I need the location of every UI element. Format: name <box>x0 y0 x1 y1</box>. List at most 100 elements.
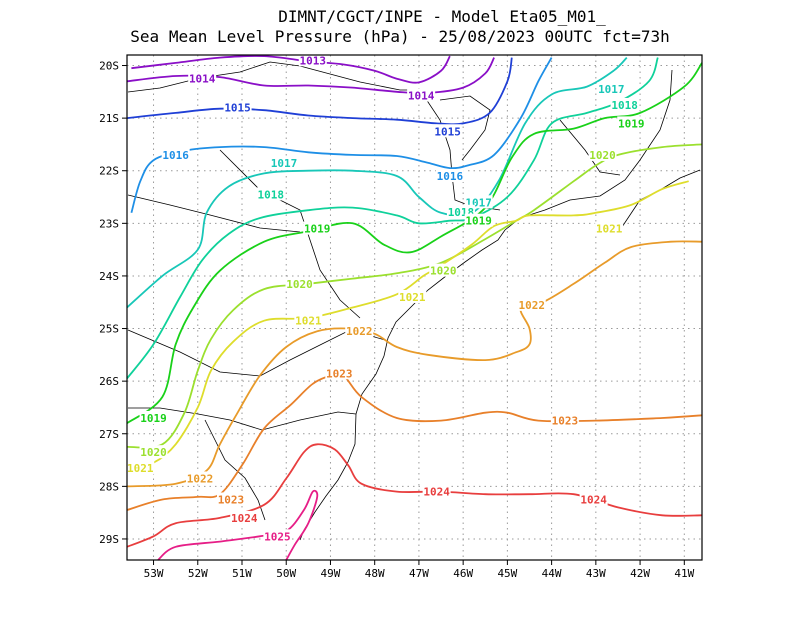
isobar-label-1019-2: 1019 <box>465 215 492 228</box>
x-tick-label-7: 46W <box>453 567 473 580</box>
isobar-label-bg-1020-3 <box>588 147 617 161</box>
isobar-label-1021-1: 1021 <box>295 315 322 328</box>
isobar-label-bg-1022-0 <box>185 471 214 485</box>
x-tick-label-0: 53W <box>144 567 164 580</box>
isobar-label-bg-1022-1 <box>345 324 374 338</box>
isobar-label-1016-1: 1016 <box>437 170 464 183</box>
isobar-1015 <box>126 57 513 126</box>
isobar-label-bg-1015-0 <box>223 100 252 114</box>
x-tick-label-11: 42W <box>630 567 650 580</box>
isobar-label-bg-1021-1 <box>294 313 323 327</box>
isobar-label-1014-1: 1014 <box>408 90 435 103</box>
isobar-1021 <box>126 180 689 469</box>
isobar-label-bg-1021-0 <box>126 460 155 474</box>
isobar-label-bg-1025-0 <box>263 529 292 543</box>
isobar-1024 <box>126 443 703 548</box>
isobar-label-layer: 1013101410141015101510161016101710171017… <box>126 53 646 543</box>
x-tick-label-3: 50W <box>276 567 296 580</box>
isobar-label-bg-1018-2 <box>610 97 639 111</box>
x-tick-label-9: 44W <box>542 567 562 580</box>
isobar-label-bg-1017-0 <box>270 155 299 169</box>
isobar-label-bg-1016-0 <box>161 147 190 161</box>
isobar-label-bg-1020-2 <box>429 263 458 277</box>
x-tick-label-4: 49W <box>321 567 341 580</box>
isobar-label-bg-1015-1 <box>433 124 462 138</box>
isobar-label-bg-1019-0 <box>139 410 168 424</box>
isobar-1018 <box>126 57 659 380</box>
x-tick-label-1: 52W <box>188 567 208 580</box>
y-tick-label-3: 23S <box>99 217 119 230</box>
isobar-1023 <box>126 373 703 511</box>
isobar-label-bg-1016-1 <box>435 168 464 182</box>
isobar-label-1015-0: 1015 <box>224 102 251 115</box>
x-tick-label-8: 45W <box>497 567 517 580</box>
y-axis-ticks: 20S 21S 22S 23S 24S 25S 26S 27S 28S 29S <box>99 60 127 546</box>
y-tick-label-4: 24S <box>99 270 119 283</box>
isobar-label-bg-1020-0 <box>139 445 168 459</box>
isobar-label-bg-1013-0 <box>298 53 327 67</box>
isobar-label-1023-0: 1023 <box>218 494 245 507</box>
isobar-label-1015-1: 1015 <box>434 125 461 138</box>
y-tick-label-7: 27S <box>99 428 119 441</box>
isobar-label-1016-0: 1016 <box>162 149 189 162</box>
chart-title-line-2: Sea Mean Level Pressure (hPa) - 25/08/20… <box>130 27 669 46</box>
isobar-label-bg-1021-3 <box>595 221 624 235</box>
isobar-label-bg-1019-2 <box>464 213 493 227</box>
isobar-label-bg-1019-1 <box>303 221 332 235</box>
isobar-label-1022-1: 1022 <box>346 325 373 338</box>
isobar-label-bg-1024-2 <box>579 492 608 506</box>
isobar-label-1021-0: 1021 <box>127 462 154 475</box>
isobar-1020 <box>126 143 703 449</box>
isobar-label-1019-3: 1019 <box>618 117 645 130</box>
isobar-label-1025-0: 1025 <box>264 530 291 543</box>
isobar-1017 <box>126 56 628 309</box>
isobar-label-1024-0: 1024 <box>231 512 258 525</box>
isobar-1013 <box>131 54 451 84</box>
isobar-label-bg-1017-2 <box>597 82 626 96</box>
chart-title-line-1: DIMNT/CGCT/INPE - Model Eta05_M01_ <box>278 7 606 26</box>
isobar-label-1019-1: 1019 <box>304 223 331 236</box>
isobar-label-1017-2: 1017 <box>598 83 625 96</box>
isobar-label-bg-1021-2 <box>398 289 427 303</box>
isobar-label-bg-1023-0 <box>216 492 245 506</box>
isobar-label-bg-1018-0 <box>256 187 285 201</box>
isobar-label-bg-1023-2 <box>550 413 579 427</box>
isobar-label-1020-3: 1020 <box>589 149 616 162</box>
isobar-1019 <box>126 62 703 424</box>
isobar-label-1021-3: 1021 <box>596 223 623 236</box>
y-tick-label-8: 28S <box>99 480 119 493</box>
isobar-label-1020-2: 1020 <box>430 265 457 278</box>
isobar-label-1014-0: 1014 <box>189 73 216 86</box>
isobar-label-bg-1014-0 <box>188 71 217 85</box>
isobar-label-bg-1019-3 <box>617 116 646 130</box>
y-tick-label-5: 25S <box>99 323 119 336</box>
isobar-label-1024-2: 1024 <box>580 494 607 507</box>
isobar-label-1018-2: 1018 <box>611 99 638 112</box>
isobar-label-bg-1020-1 <box>285 276 314 290</box>
isobar-1025 <box>157 489 319 561</box>
isobar-label-1020-0: 1020 <box>140 446 167 459</box>
x-tick-label-12: 41W <box>674 567 694 580</box>
isobar-label-bg-1022-2 <box>517 297 546 311</box>
x-tick-label-5: 48W <box>365 567 385 580</box>
x-tick-label-6: 47W <box>409 567 429 580</box>
isobar-label-1018-0: 1018 <box>258 188 285 201</box>
y-tick-label-2: 22S <box>99 165 119 178</box>
x-tick-label-10: 43W <box>586 567 606 580</box>
isobar-label-1023-2: 1023 <box>552 415 579 428</box>
isobar-label-1013-0: 1013 <box>300 54 327 67</box>
isobar-label-1017-0: 1017 <box>271 157 298 170</box>
y-tick-label-1: 21S <box>99 112 119 125</box>
y-tick-label-9: 29S <box>99 533 119 546</box>
isobar-1022 <box>126 240 703 488</box>
isobar-label-1024-1: 1024 <box>423 486 450 499</box>
isobar-label-1020-1: 1020 <box>286 278 313 291</box>
isobar-label-bg-1023-1 <box>325 366 354 380</box>
x-axis-ticks: 53W 52W 51W 50W 49W 48W 47W 46W 45W 44W 43W 42W 41W <box>144 560 695 580</box>
y-tick-label-6: 26S <box>99 375 119 388</box>
isobar-label-1021-2: 1021 <box>399 291 426 304</box>
isobar-label-bg-1024-1 <box>422 484 451 498</box>
isobar-label-bg-1024-0 <box>230 510 259 524</box>
isobar-label-1022-2: 1022 <box>518 299 545 312</box>
